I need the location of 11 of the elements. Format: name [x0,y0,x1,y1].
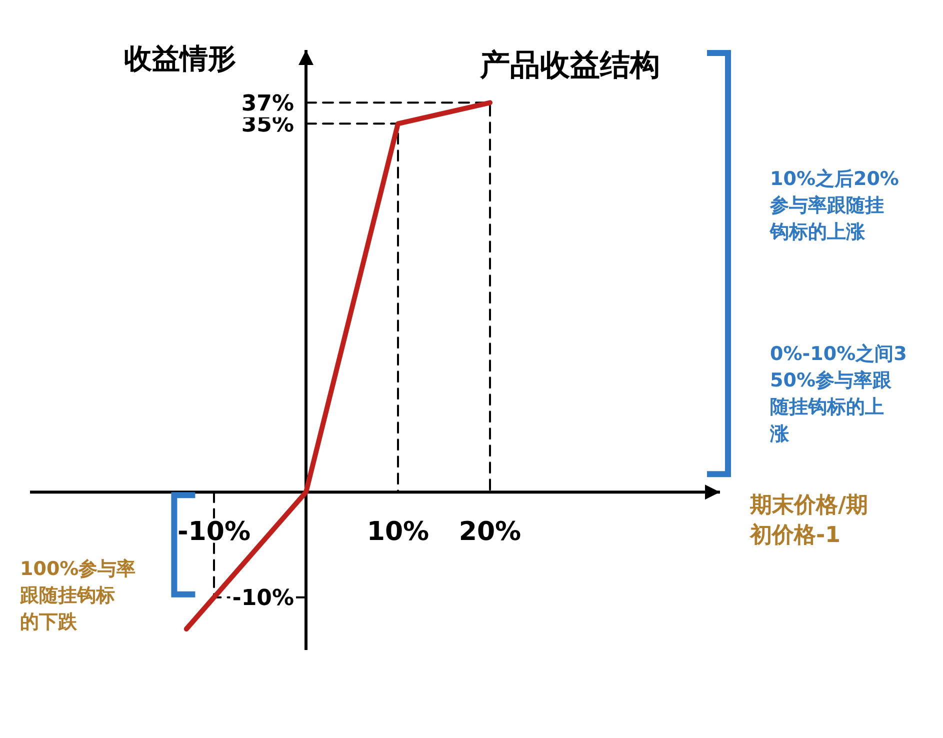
x-tick-label: -10% [177,517,251,548]
annotation: 100%参与率跟随挂钩标的下跌 [19,558,136,634]
text: 0%-10%之间350%参与率跟随挂钩标的上涨 [769,343,907,445]
text: 10%之后20%参与率跟随挂钩标的上涨 [769,168,899,244]
y-tick-label: -10% [232,586,294,612]
x-axis-title: 期末价格/期初价格-1 [749,493,868,548]
x-tick-label: 10% [366,517,430,548]
x-tick-label: 20% [458,517,522,548]
y-tick-label: 37% [241,91,294,116]
chart-title: 产品收益结构 [479,48,660,83]
y-axis-title: 收益情形 [124,42,236,75]
